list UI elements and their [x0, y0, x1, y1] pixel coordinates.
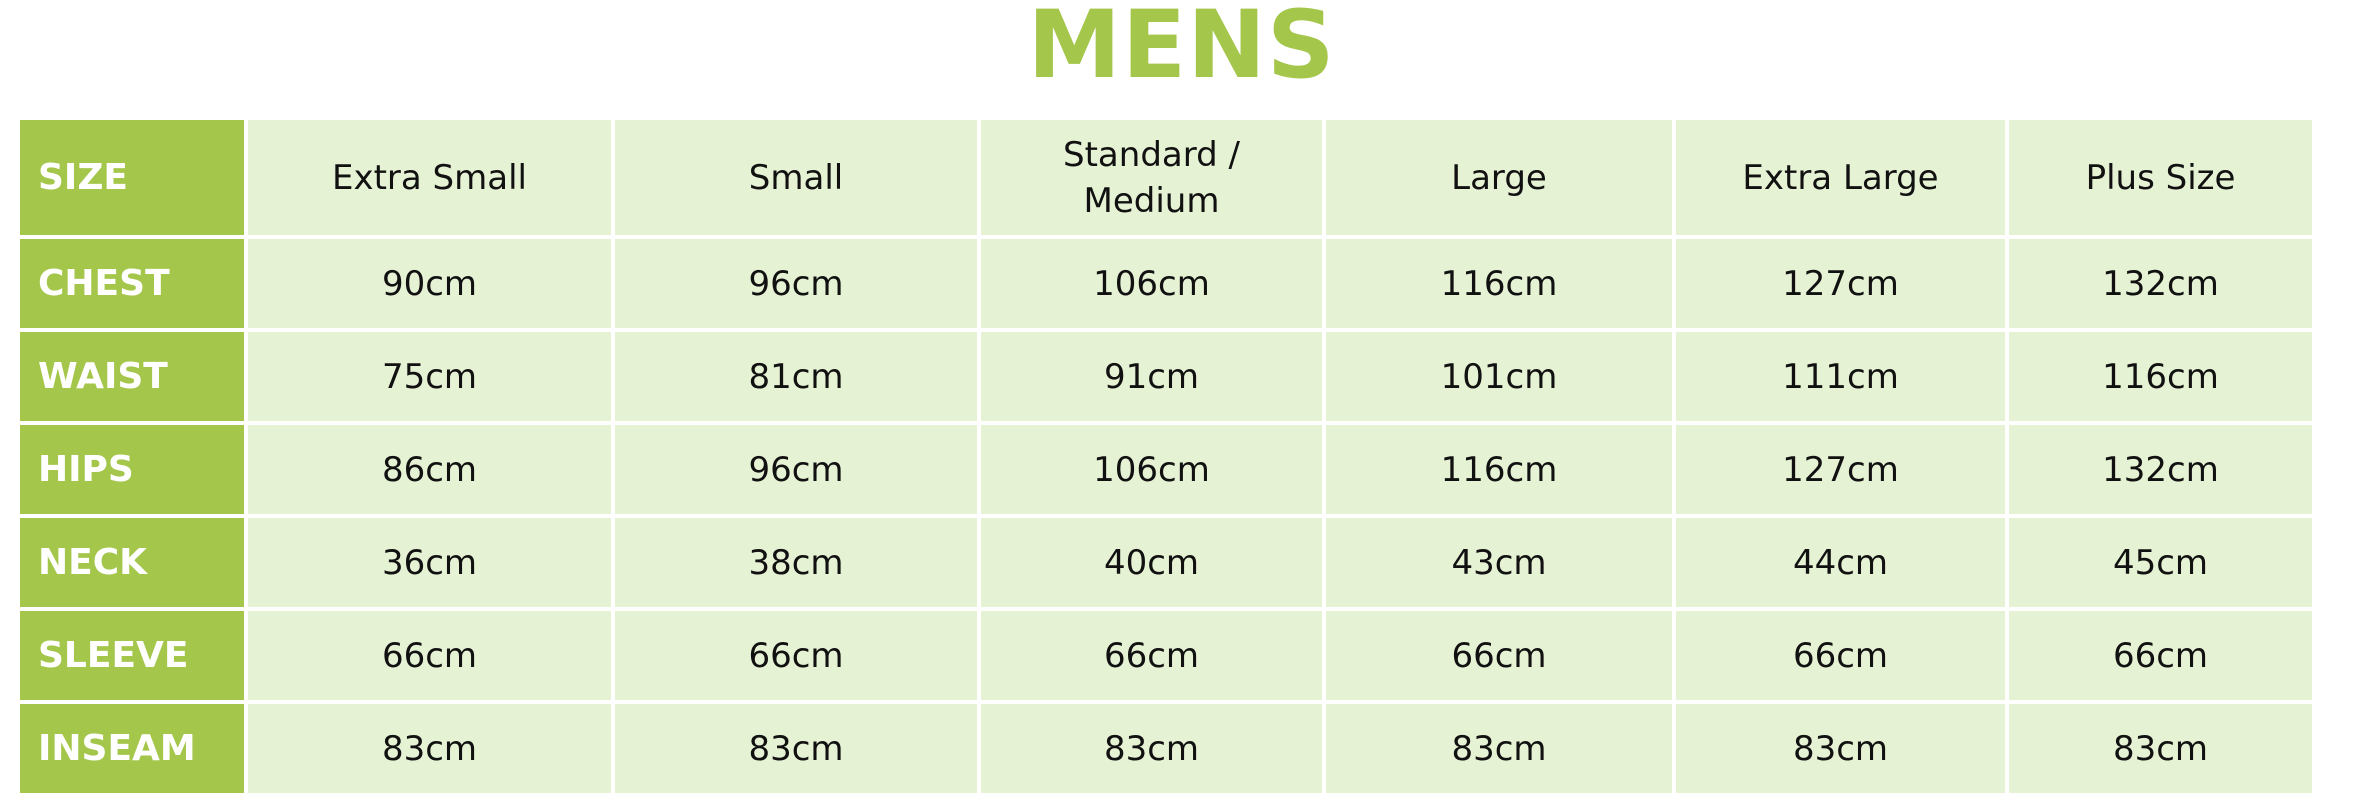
column-header: Large	[1322, 116, 1676, 239]
column-header: Small	[611, 116, 981, 239]
table-row: WAIST 75cm 81cm 91cm 101cm 111cm 116cm	[16, 328, 2316, 425]
table-cell: 116cm	[2005, 328, 2316, 425]
table-cell: 38cm	[611, 514, 981, 611]
column-header: Extra Small	[244, 116, 615, 239]
table-cell: 36cm	[244, 514, 615, 611]
table-cell: 44cm	[1672, 514, 2009, 611]
table-cell: 66cm	[977, 607, 1326, 704]
table-cell: 96cm	[611, 421, 981, 518]
table-cell: 116cm	[1322, 421, 1676, 518]
table-cell: 45cm	[2005, 514, 2316, 611]
table-row: INSEAM 83cm 83cm 83cm 83cm 83cm 83cm	[16, 700, 2316, 797]
table-row: NECK 36cm 38cm 40cm 43cm 44cm 45cm	[16, 514, 2316, 611]
table-cell: 127cm	[1672, 235, 2009, 332]
table-cell: 40cm	[977, 514, 1326, 611]
table-cell: 66cm	[1322, 607, 1676, 704]
table-cell: 66cm	[611, 607, 981, 704]
table-cell: 132cm	[2005, 235, 2316, 332]
row-label: SLEEVE	[16, 607, 248, 704]
page-title: MENS	[1027, 0, 1336, 100]
table-cell: 66cm	[1672, 607, 2009, 704]
table-cell: 83cm	[977, 700, 1326, 797]
row-label: WAIST	[16, 328, 248, 425]
table-cell: 66cm	[2005, 607, 2316, 704]
column-header: Plus Size	[2005, 116, 2316, 239]
table-cell: 96cm	[611, 235, 981, 332]
table-row: CHEST 90cm 96cm 106cm 116cm 127cm 132cm	[16, 235, 2316, 332]
table-cell: 106cm	[977, 235, 1326, 332]
table-cell: 83cm	[611, 700, 981, 797]
table-cell: 75cm	[244, 328, 615, 425]
row-label: HIPS	[16, 421, 248, 518]
row-label: SIZE	[16, 116, 248, 239]
table-cell: 101cm	[1322, 328, 1676, 425]
table-cell: 83cm	[2005, 700, 2316, 797]
row-label: INSEAM	[16, 700, 248, 797]
table-row: SLEEVE 66cm 66cm 66cm 66cm 66cm 66cm	[16, 607, 2316, 704]
table-cell: 106cm	[977, 421, 1326, 518]
table-cell: 127cm	[1672, 421, 2009, 518]
size-chart-table: SIZE Extra Small Small Standard / Medium Lar…	[16, 116, 2316, 797]
table-cell: 43cm	[1322, 514, 1676, 611]
table-cell: 111cm	[1672, 328, 2009, 425]
table-cell: 86cm	[244, 421, 615, 518]
table-cell: 83cm	[1672, 700, 2009, 797]
table-row: HIPS 86cm 96cm 106cm 116cm 127cm 132cm	[16, 421, 2316, 518]
table-cell: 91cm	[977, 328, 1326, 425]
table-cell: 81cm	[611, 328, 981, 425]
table-cell: 83cm	[244, 700, 615, 797]
table-cell: 66cm	[244, 607, 615, 704]
row-label: NECK	[16, 514, 248, 611]
column-header: Extra Large	[1672, 116, 2009, 239]
table-cell: 83cm	[1322, 700, 1676, 797]
column-header: Standard / Medium	[977, 116, 1326, 239]
header-row: SIZE Extra Small Small Standard / Medium Lar…	[16, 116, 2316, 239]
row-label: CHEST	[16, 235, 248, 332]
table-cell: 132cm	[2005, 421, 2316, 518]
table-cell: 90cm	[244, 235, 615, 332]
table-cell: 116cm	[1322, 235, 1676, 332]
